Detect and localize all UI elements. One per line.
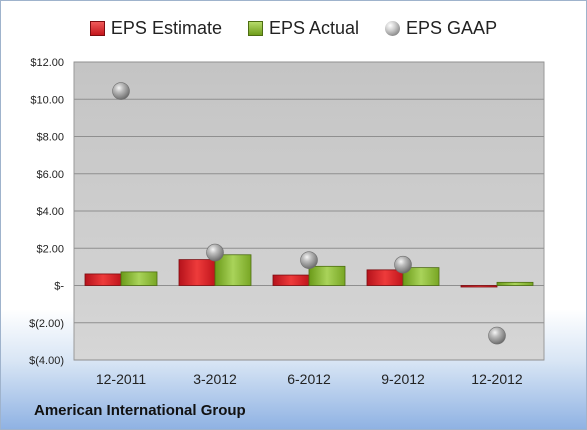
legend-label-gaap: EPS GAAP [406, 17, 498, 38]
bar-estimate [460, 285, 498, 288]
gaap-point [394, 255, 412, 274]
y-tick-label: $2.00 [36, 243, 64, 255]
legend-label-actual: EPS Actual [268, 17, 360, 38]
bar-actual [308, 265, 346, 286]
y-tick-label: $6.00 [36, 169, 64, 181]
y-tick-label: $(2.00) [29, 318, 64, 330]
x-tick-label: 3-2012 [193, 371, 237, 387]
gaap-point [300, 251, 318, 269]
y-tick-label: $8.00 [36, 132, 64, 144]
y-tick-label: $- [54, 281, 64, 293]
gaap-point [206, 243, 224, 262]
legend-swatch-estimate [89, 20, 105, 36]
x-tick-label: 12-2011 [96, 371, 147, 387]
x-tick-label: 9-2012 [381, 371, 425, 387]
bar-actual [496, 281, 534, 286]
y-axis: $12.00 $10.00 $8.00 $6.00 $4.00 $2.00 $- $(2.00… [29, 57, 64, 367]
company-name: American International Group [34, 402, 246, 419]
bar-series [84, 254, 534, 288]
bar-estimate [366, 269, 404, 286]
bar-actual [214, 254, 252, 286]
y-tick-label: $4.00 [36, 206, 64, 218]
bar-actual [120, 271, 158, 286]
chart-legend: EPS Estimate EPS Actual EPS GAAP [0, 14, 587, 42]
legend-label-estimate: EPS Estimate [110, 17, 222, 38]
y-tick-label: $10.00 [30, 94, 64, 106]
gaap-point [112, 82, 130, 100]
legend-swatch-gaap [385, 20, 401, 36]
x-tick-label: 6-2012 [287, 371, 331, 387]
legend-item-estimate: EPS Estimate [89, 17, 222, 39]
bar-estimate [84, 273, 122, 286]
legend-item-gaap: EPS GAAP [385, 18, 497, 39]
bar-actual [402, 267, 440, 286]
grid-lines [74, 61, 544, 361]
y-tick-label: $(4.00) [29, 355, 64, 367]
y-tick-label: $12.00 [30, 57, 64, 69]
gaap-points [112, 82, 506, 345]
bar-estimate [178, 259, 216, 286]
bar-estimate [272, 274, 310, 286]
gaap-point [488, 326, 506, 345]
legend-swatch-actual [247, 20, 263, 36]
x-axis: 12-2011 3-2012 6-2012 9-2012 12-2012 [96, 371, 523, 387]
legend-item-actual: EPS Actual [247, 17, 360, 39]
x-tick-label: 12-2012 [471, 371, 523, 387]
